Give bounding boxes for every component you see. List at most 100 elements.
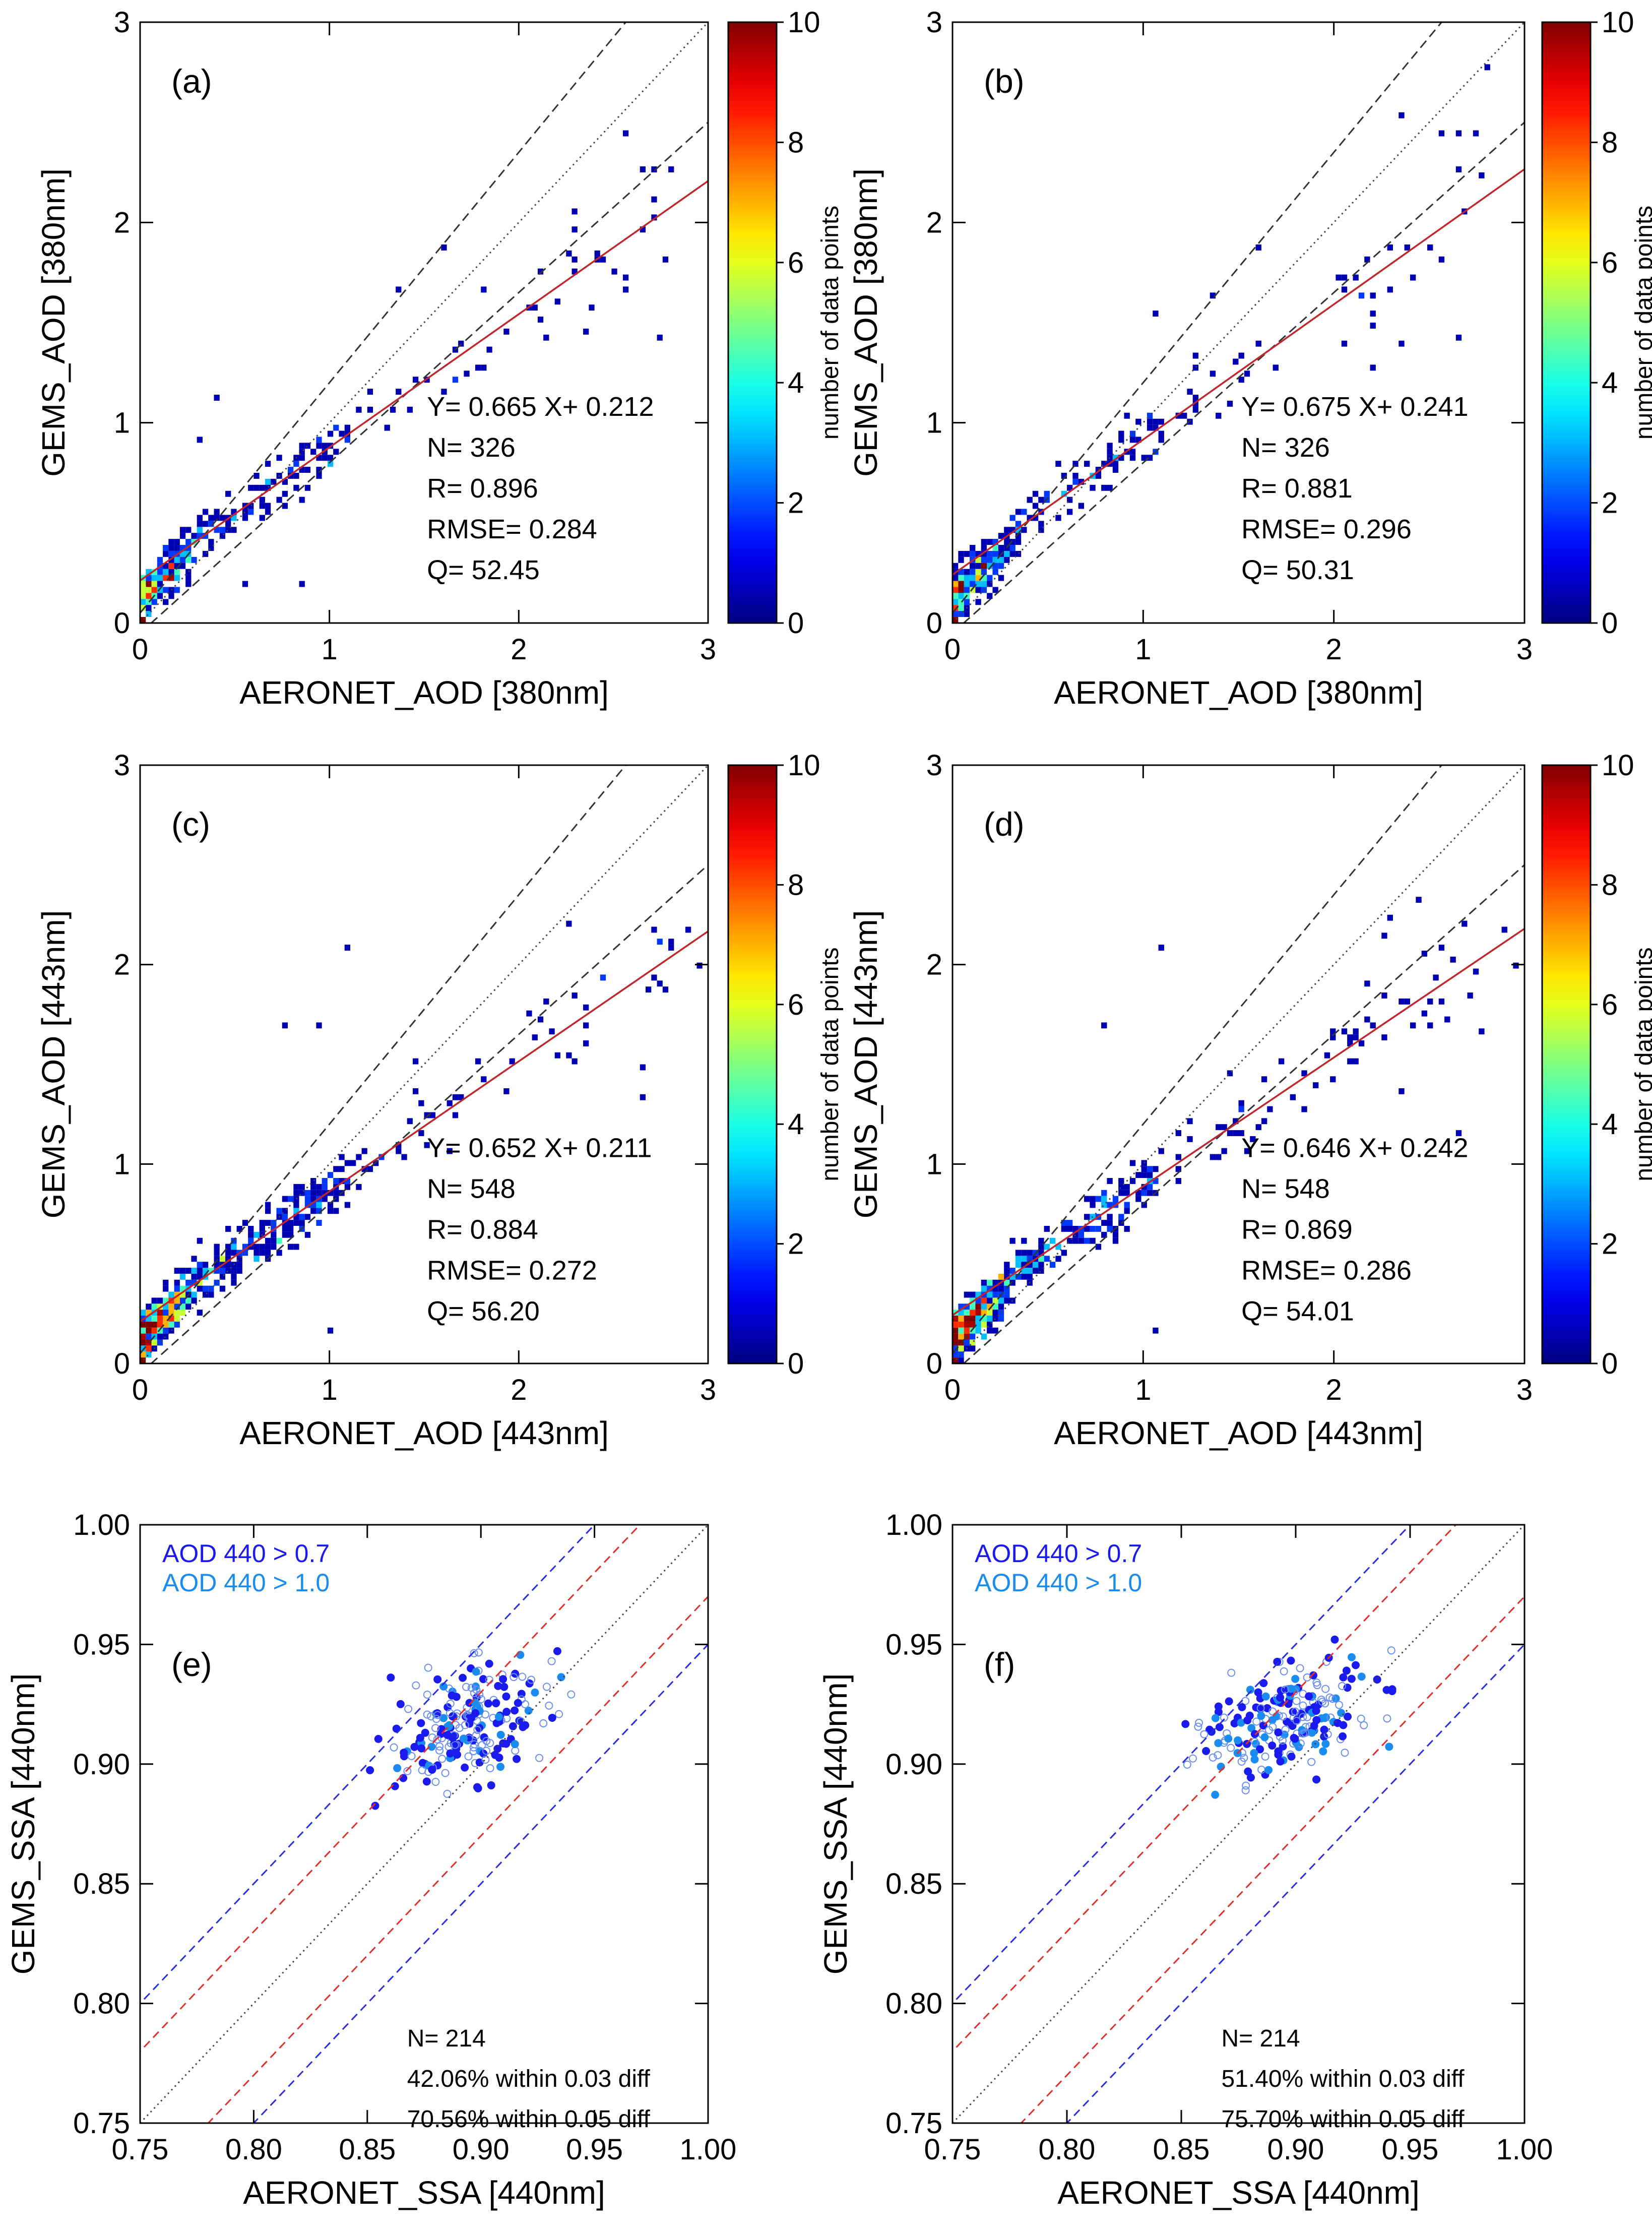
density-cell — [179, 1268, 186, 1274]
density-cell — [168, 545, 174, 551]
density-cell — [981, 556, 987, 563]
density-cell — [970, 545, 976, 551]
ssa-point-aod07 — [1320, 1732, 1328, 1741]
density-cell — [958, 1316, 964, 1322]
density-cell — [418, 1100, 424, 1106]
density-cell — [265, 484, 271, 491]
density-cell — [1147, 455, 1153, 461]
density-cell — [1055, 1256, 1061, 1262]
density-cell — [163, 1316, 169, 1322]
density-cell — [1187, 1118, 1193, 1125]
density-cell — [163, 550, 169, 557]
ssa-point-aod07 — [1276, 1693, 1285, 1702]
density-cell — [1238, 1106, 1244, 1112]
density-cell — [282, 490, 288, 497]
density-cell — [168, 556, 174, 563]
density-cell — [1101, 1220, 1107, 1226]
ssa-point-open — [486, 1764, 494, 1772]
density-cell — [1278, 1058, 1285, 1065]
ssa-point-aod07 — [1274, 1728, 1283, 1736]
stats-line: 42.06% within 0.03 diff — [407, 2066, 651, 2092]
ssa-point-aod07 — [479, 1675, 487, 1684]
x-tick-label: 0 — [132, 633, 148, 666]
density-cell — [1238, 1100, 1244, 1106]
density-cell — [1004, 1268, 1010, 1274]
density-cell — [276, 1208, 282, 1214]
density-cell — [1370, 311, 1376, 317]
ssa-point-aod07 — [391, 1782, 399, 1790]
density-cell — [952, 593, 959, 599]
density-cell — [1078, 503, 1085, 509]
density-cell — [992, 1291, 998, 1298]
density-cell — [191, 1273, 197, 1280]
density-cell — [646, 986, 652, 993]
density-cell — [1261, 1118, 1267, 1125]
x-tick-label: 0 — [944, 633, 961, 666]
density-cell — [316, 1208, 322, 1214]
density-cell — [958, 611, 964, 617]
ssa-point-aod07 — [471, 1709, 480, 1717]
density-cell — [964, 550, 970, 557]
density-cell — [992, 1279, 998, 1286]
density-cell — [1399, 340, 1405, 347]
colorbar-label: number of data points — [1631, 947, 1652, 1181]
density-cell — [231, 1268, 237, 1274]
density-cell — [1192, 400, 1199, 407]
density-cell — [1330, 1076, 1336, 1083]
density-cell — [146, 1333, 152, 1340]
density-cell — [475, 364, 481, 371]
density-cell — [998, 575, 1004, 581]
density-cell — [202, 533, 209, 539]
density-cell — [265, 509, 271, 515]
density-cell — [964, 1321, 970, 1328]
density-cell — [1067, 509, 1073, 515]
ssa-point-aod07 — [502, 1708, 511, 1716]
density-cell — [214, 527, 220, 533]
ssa-point-aod07 — [494, 1682, 502, 1690]
density-cell — [1341, 1028, 1348, 1035]
density-cell — [356, 1184, 362, 1190]
ssa-point-aod07 — [1344, 1712, 1352, 1721]
density-cell — [174, 1268, 180, 1274]
density-cell — [1038, 1262, 1044, 1268]
density-cell — [1044, 1244, 1050, 1250]
density-cell — [992, 569, 998, 575]
density-cell — [1233, 1118, 1239, 1125]
density-cell — [589, 304, 595, 311]
density-cell — [140, 1339, 146, 1346]
density-cell — [1147, 1172, 1153, 1178]
ssa-point-aod10 — [459, 1734, 468, 1743]
density-cell — [179, 1297, 186, 1304]
density-cell — [1153, 1166, 1159, 1172]
ssa-point-aod07 — [1347, 1674, 1356, 1683]
ssa-point-open — [435, 1742, 444, 1751]
stats-line: N= 326 — [427, 432, 516, 463]
density-cell — [537, 268, 544, 275]
density-cell — [225, 521, 231, 527]
density-cell — [316, 467, 322, 473]
density-cell — [299, 1220, 305, 1226]
ssa-point-open — [482, 1747, 491, 1755]
density-cell — [316, 1022, 322, 1029]
density-cell — [344, 424, 350, 431]
density-cell — [975, 556, 981, 563]
y-tick-label: 3 — [926, 6, 942, 39]
ssa-point-aod07 — [475, 1724, 483, 1732]
one-to-one-line — [952, 765, 1524, 1363]
plot-area — [952, 22, 1524, 623]
density-cell — [1416, 897, 1422, 903]
density-cell — [975, 550, 981, 557]
density-cell — [1421, 950, 1428, 957]
density-cell — [987, 1303, 993, 1310]
ssa-point-aod10 — [1264, 1766, 1273, 1774]
density-cell — [952, 1345, 959, 1352]
stats-line: N= 548 — [427, 1173, 516, 1204]
ssa-point-aod07 — [417, 1719, 425, 1727]
density-cell — [987, 1285, 993, 1292]
density-cell — [998, 556, 1004, 563]
density-cell — [958, 1310, 964, 1316]
density-cell — [1129, 437, 1136, 443]
density-cell — [1084, 1225, 1090, 1232]
density-cell — [571, 208, 578, 215]
ssa-point-aod07 — [1288, 1721, 1297, 1730]
